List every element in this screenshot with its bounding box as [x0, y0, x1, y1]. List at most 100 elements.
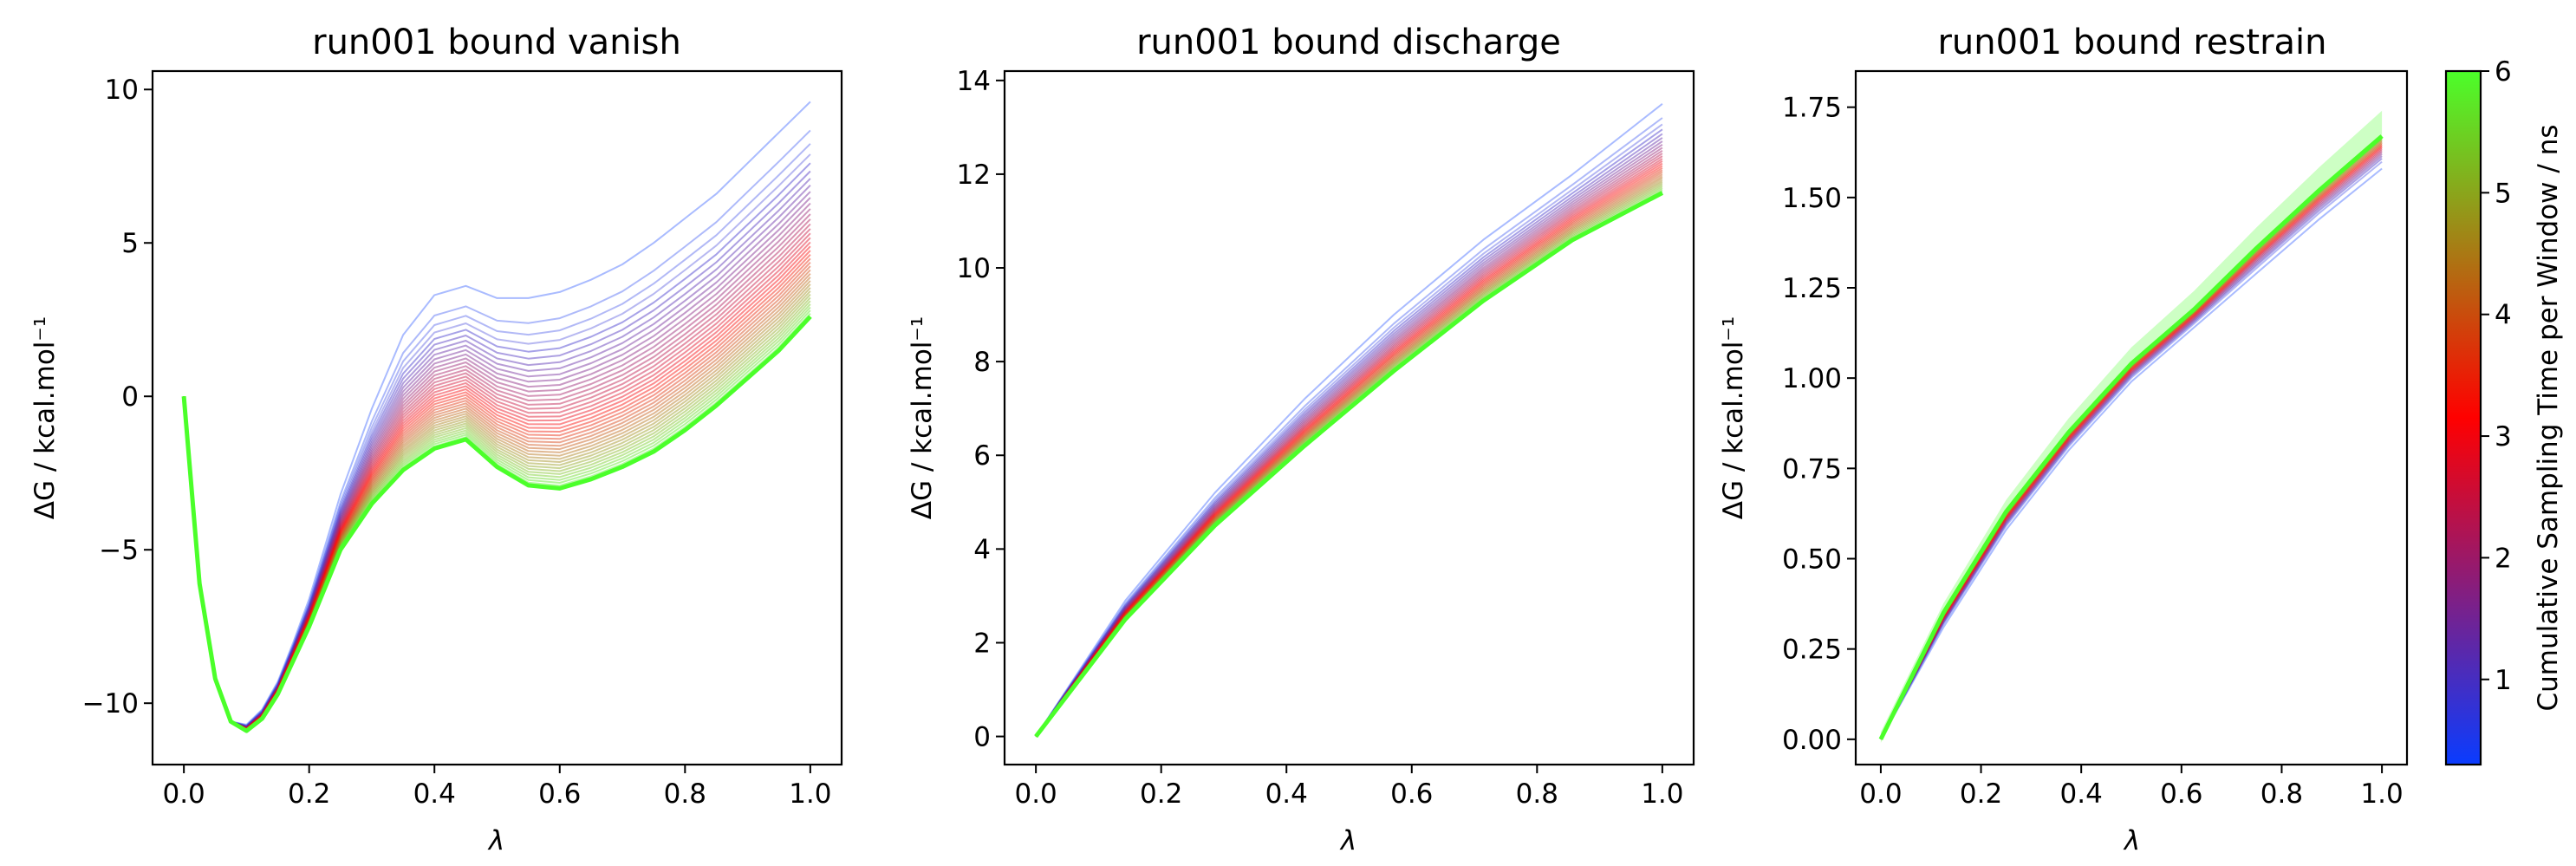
trace-line: [183, 218, 811, 729]
trace-line: [183, 300, 811, 732]
trace-line: [1035, 175, 1663, 738]
trace-line: [183, 184, 811, 728]
x-tick-label: 0.6: [1390, 778, 1433, 810]
tick-group: 0.0 0.2 0.4 0.6 0.8 1.0 0 2 4 6 8 10 12 14: [957, 66, 1684, 810]
colorbar-frame: [2444, 69, 2482, 766]
trace-line: [1035, 123, 1663, 738]
trace-line: [1035, 137, 1663, 738]
trace-line: [1035, 162, 1663, 738]
trace-line: [1035, 186, 1663, 738]
y-tick-label: 6: [973, 440, 991, 472]
y-tick-label: 0.75: [1782, 453, 1842, 485]
colorbar-tick-label: 2: [2495, 543, 2512, 574]
y-tick-label: 0.50: [1782, 544, 1842, 576]
y-axis-label: ΔG / kcal.mol⁻¹: [29, 316, 61, 519]
trace-line: [183, 129, 811, 726]
trace-line: [1035, 103, 1663, 738]
trace-line: [1035, 171, 1663, 738]
trace-line: [1035, 117, 1663, 738]
trace-line: [1035, 155, 1663, 738]
x-axis-label: λ: [1339, 825, 1356, 856]
y-tick-label: 5: [121, 228, 139, 259]
colorbar-tick-label: 5: [2495, 178, 2512, 209]
colorbar-tick-label: 4: [2495, 300, 2512, 331]
final-trace-line: [1878, 134, 2384, 740]
x-tick-label: 0.8: [1516, 778, 1558, 810]
trace-line: [1880, 143, 2383, 740]
chart-title: run001 bound restrain: [1937, 23, 2326, 62]
y-axis-label: ΔG / kcal.mol⁻¹: [1718, 316, 1749, 519]
trace-line: [1035, 160, 1663, 738]
trace-line: [1880, 167, 2383, 740]
colorbar-tick-label: 6: [2495, 56, 2512, 88]
y-tick-label: 1.25: [1782, 273, 1842, 304]
trace-line: [1880, 147, 2383, 740]
plot-frame: [1854, 69, 2409, 766]
y-tick-label: 1.00: [1782, 363, 1842, 394]
trace-line: [1880, 160, 2383, 740]
trace-line: [183, 170, 811, 728]
trace-line: [1880, 151, 2383, 740]
trace-line: [1880, 140, 2383, 740]
x-tick-label: 0.6: [2160, 778, 2202, 810]
y-tick-label: 2: [973, 628, 991, 659]
y-tick-label: 10: [957, 253, 991, 284]
trace-line: [1035, 188, 1663, 738]
trace-line: [183, 191, 811, 728]
tick-group: 0.0 0.2 0.4 0.6 0.8 1.0 −10 −5 0 5 10: [82, 75, 832, 810]
trace-line: [183, 197, 811, 729]
trace-line: [183, 153, 811, 727]
y-tick-label: 14: [957, 66, 991, 97]
trace-line: [183, 208, 811, 729]
colorbar-tick-label: 1: [2495, 665, 2512, 696]
trace-line: [183, 178, 811, 728]
trace-line: [1035, 133, 1663, 738]
chart-title: run001 bound discharge: [1136, 23, 1561, 62]
x-tick-label: 0.8: [664, 778, 706, 810]
chart-title: run001 bound vanish: [312, 23, 681, 62]
trace-group: [1878, 110, 2384, 744]
trace-group: [1034, 103, 1664, 739]
trace-line: [1880, 158, 2383, 740]
x-tick-label: 0.0: [1859, 778, 1902, 810]
x-tick-label: 1.0: [2360, 778, 2403, 810]
x-tick-label: 0.4: [413, 778, 456, 810]
trace-line: [183, 162, 811, 727]
trace-line: [1035, 140, 1663, 738]
trace-line: [1035, 185, 1663, 738]
trace-line: [1035, 173, 1663, 738]
y-tick-label: −10: [82, 688, 139, 719]
x-axis-label: λ: [487, 825, 504, 856]
trace-line: [1880, 142, 2383, 740]
trace-line: [1880, 146, 2383, 740]
trace-line: [1035, 177, 1663, 738]
trace-line: [1035, 167, 1663, 738]
trace-line: [1035, 128, 1663, 738]
x-tick-label: 0.0: [162, 778, 205, 810]
x-tick-label: 0.2: [1140, 778, 1182, 810]
y-tick-label: 1.50: [1782, 183, 1842, 214]
trace-line: [1035, 169, 1663, 738]
trace-line: [183, 250, 811, 730]
x-tick-label: 1.0: [1641, 778, 1683, 810]
colorbar-tick-group: 1 2 3 4 5 6: [2481, 56, 2512, 696]
x-tick-label: 0.4: [2060, 778, 2103, 810]
y-tick-label: 10: [105, 75, 139, 106]
x-tick-label: 1.0: [789, 778, 831, 810]
confidence-band: [1880, 110, 2383, 744]
colorbar-gradient: [2446, 71, 2481, 765]
trace-line: [183, 213, 811, 729]
trace-line: [1035, 190, 1663, 738]
trace-line: [1035, 179, 1663, 738]
plot-discharge: run001 bound discharge 0.0 0.2 0.4 0.6 0.8 1.…: [907, 23, 1695, 856]
y-tick-label: 0.25: [1782, 635, 1842, 666]
plot-vanish: run001 bound vanish 0.0 0.2 0.4 0.6 0.8 1.0 −1…: [29, 23, 843, 856]
y-tick-label: 4: [973, 534, 991, 565]
trace-line: [1880, 153, 2383, 740]
trace-line: [183, 254, 811, 730]
trace-line: [1035, 181, 1663, 738]
trace-line: [1880, 155, 2383, 740]
trace-line: [1880, 136, 2383, 740]
y-tick-label: 8: [973, 347, 991, 378]
trace-group: [181, 101, 812, 733]
